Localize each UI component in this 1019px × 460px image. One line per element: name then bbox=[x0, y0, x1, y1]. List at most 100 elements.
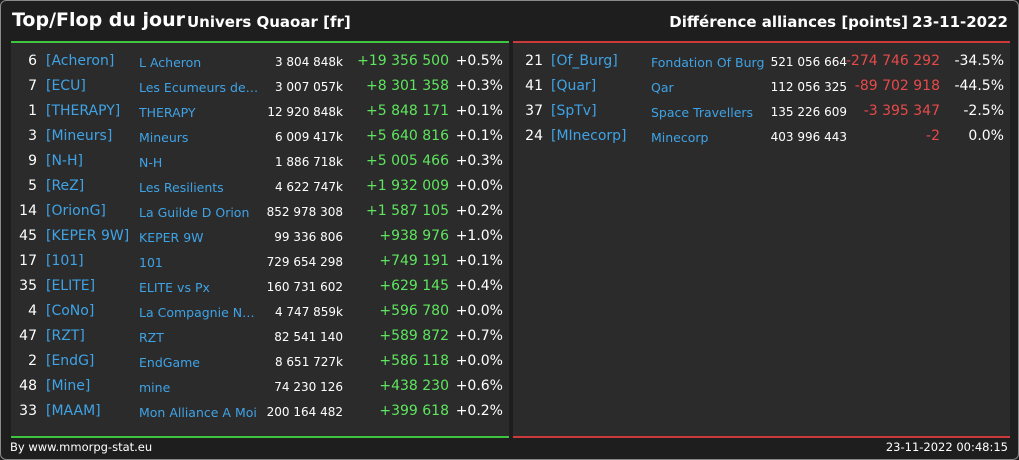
alliance-rank: 9 bbox=[28, 153, 37, 169]
alliance-points: 8 651 727k bbox=[274, 355, 343, 369]
alliance-tag-link[interactable]: [Mineurs] bbox=[46, 128, 113, 144]
table-row: 4 [CoNo] La Compagnie Noire 4 747 859k +596 … bbox=[11, 299, 509, 324]
table-row: 2 [EndG] EndGame 8 651 727k +586 118 +0.0% bbox=[11, 349, 509, 374]
alliance-points: 4 747 859k bbox=[274, 305, 343, 319]
alliance-percent: +0.0% bbox=[455, 178, 503, 194]
alliance-name-link[interactable]: Mon Alliance A Moi bbox=[139, 405, 257, 420]
alliance-points: 99 336 806 bbox=[274, 230, 343, 244]
alliance-rank: 47 bbox=[19, 328, 37, 344]
table-row: 21 [Of_Burg] Fondation Of Burg 521 056 664-… bbox=[513, 49, 1010, 74]
alliance-tag-link[interactable]: [ReZ] bbox=[46, 178, 85, 194]
alliance-delta: -3 395 347 bbox=[863, 103, 940, 119]
alliance-delta: +399 618 bbox=[379, 403, 449, 419]
header-date: 23-11-2022 bbox=[912, 13, 1008, 31]
alliance-name-link[interactable]: EndGame bbox=[139, 355, 200, 370]
alliance-percent: -2.5% bbox=[963, 103, 1004, 119]
alliance-percent: +0.7% bbox=[455, 328, 503, 344]
page-title: Top/Flop du jour bbox=[12, 9, 185, 31]
alliance-delta: +596 780 bbox=[379, 303, 449, 319]
alliance-name-link[interactable]: Fondation Of Burg bbox=[651, 55, 765, 70]
alliance-name-link[interactable]: THERAPY bbox=[139, 105, 196, 120]
alliance-tag-link[interactable]: [ELITE] bbox=[46, 278, 96, 294]
alliance-rank: 2 bbox=[28, 353, 37, 369]
alliance-name-link[interactable]: KEPER 9W bbox=[139, 230, 204, 245]
alliance-tag-link[interactable]: [SpTv] bbox=[551, 103, 597, 119]
table-row: 35 [ELITE] ELITE vs Px 160 731 602 +629 145 +… bbox=[11, 274, 509, 299]
alliance-delta: +1 932 009 bbox=[366, 178, 449, 194]
alliance-percent: +0.2% bbox=[455, 403, 503, 419]
table-row: 37 [SpTv] Space Travellers 135 226 609 -3 39… bbox=[513, 99, 1010, 124]
alliance-delta: +629 145 bbox=[379, 278, 449, 294]
alliance-points: 403 996 443 bbox=[770, 130, 847, 144]
alliance-percent: +0.5% bbox=[455, 53, 503, 69]
alliance-name-link[interactable]: N-H bbox=[139, 155, 163, 170]
alliance-percent: +0.1% bbox=[455, 253, 503, 269]
alliance-tag-link[interactable]: [ECU] bbox=[46, 78, 86, 94]
alliance-name-link[interactable]: Mineurs bbox=[139, 130, 189, 145]
alliance-tag-link[interactable]: [RZT] bbox=[46, 328, 85, 344]
alliance-tag-link[interactable]: [Mine] bbox=[46, 378, 91, 394]
alliance-points: 729 654 298 bbox=[266, 255, 343, 269]
alliance-name-link[interactable]: Qar bbox=[651, 80, 674, 95]
table-row: 45 [KEPER 9W] KEPER 9W 99 336 806 +938 976 +1… bbox=[11, 224, 509, 249]
alliance-percent: +0.3% bbox=[455, 153, 503, 169]
alliance-tag-link[interactable]: [MInecorp] bbox=[551, 128, 627, 144]
alliance-tag-link[interactable]: [EndG] bbox=[46, 353, 95, 369]
alliance-percent: +0.2% bbox=[455, 203, 503, 219]
alliance-percent: 0.0% bbox=[968, 128, 1004, 144]
alliance-name-link[interactable]: ELITE vs Px bbox=[139, 280, 210, 295]
alliance-tag-link[interactable]: [101] bbox=[46, 253, 84, 269]
alliance-name-link[interactable]: Les Ecumeurs de G... bbox=[139, 80, 261, 95]
alliance-points: 160 731 602 bbox=[266, 280, 343, 294]
alliance-name-link[interactable]: La Compagnie Noire bbox=[139, 305, 261, 320]
alliance-tag-link[interactable]: [THERAPY] bbox=[46, 103, 121, 119]
table-row: 1 [THERAPY] THERAPY 12 920 848k +5 848 171 +0… bbox=[11, 99, 509, 124]
alliance-points: 12 920 848k bbox=[267, 105, 343, 119]
alliance-name-link[interactable]: Minecorp bbox=[651, 130, 709, 145]
alliance-tag-link[interactable]: [KEPER 9W] bbox=[46, 228, 130, 244]
alliance-percent: +0.1% bbox=[455, 103, 503, 119]
alliance-name-link[interactable]: mine bbox=[139, 380, 171, 395]
alliance-tag-link[interactable]: [MAAM] bbox=[46, 403, 101, 419]
alliance-name-link[interactable]: L Acheron bbox=[139, 55, 202, 70]
alliance-delta: +5 005 466 bbox=[366, 153, 449, 169]
alliance-name-link[interactable]: La Guilde D Orion bbox=[139, 205, 250, 220]
alliance-percent: -44.5% bbox=[954, 78, 1004, 94]
alliance-points: 4 622 747k bbox=[274, 180, 343, 194]
alliance-rank: 33 bbox=[19, 403, 37, 419]
table-row: 7 [ECU] Les Ecumeurs de G... 3 007 057k +8 3… bbox=[11, 74, 509, 99]
alliance-tag-link[interactable]: [Acheron] bbox=[46, 53, 115, 69]
alliance-delta: -89 702 918 bbox=[854, 78, 940, 94]
alliance-percent: +0.6% bbox=[455, 378, 503, 394]
top-panel: 6 [Acheron] L Acheron 3 804 848k +19 356 500… bbox=[11, 41, 509, 438]
alliance-name-link[interactable]: Les Resilients bbox=[139, 180, 224, 195]
alliance-points: 6 009 417k bbox=[274, 130, 343, 144]
universe-label: Univers Quaoar [fr] bbox=[187, 13, 351, 31]
alliance-rank: 35 bbox=[19, 278, 37, 294]
alliance-points: 521 056 664 bbox=[770, 55, 847, 69]
alliance-delta: +5 848 171 bbox=[366, 103, 449, 119]
alliance-name-link[interactable]: Space Travellers bbox=[651, 105, 754, 120]
alliance-tag-link[interactable]: [N-H] bbox=[46, 153, 83, 169]
alliance-tag-link[interactable]: [CoNo] bbox=[46, 303, 95, 319]
alliance-delta: +19 356 500 bbox=[357, 53, 449, 69]
alliance-delta: +438 230 bbox=[379, 378, 449, 394]
alliance-tag-link[interactable]: [OrionG] bbox=[46, 203, 106, 219]
alliance-percent: +0.3% bbox=[455, 78, 503, 94]
alliance-delta: +938 976 bbox=[379, 228, 449, 244]
alliance-points: 200 164 482 bbox=[266, 405, 343, 419]
footer-timestamp: 23-11-2022 00:48:15 bbox=[885, 440, 1008, 454]
footer-credit: By www.mmorpg-stat.eu bbox=[10, 440, 153, 454]
table-row: 41 [Quar] Qar 112 056 325 -89 702 918 -44.5% bbox=[513, 74, 1010, 99]
alliance-delta: -274 746 292 bbox=[845, 53, 940, 69]
table-row: 14 [OrionG] La Guilde D Orion 852 978 308 +1… bbox=[11, 199, 509, 224]
alliance-name-link[interactable]: 101 bbox=[139, 255, 163, 270]
alliance-name-link[interactable]: RZT bbox=[139, 330, 164, 345]
table-row: 3 [Mineurs] Mineurs 6 009 417k +5 640 816 +0.… bbox=[11, 124, 509, 149]
alliance-tag-link[interactable]: [Of_Burg] bbox=[551, 53, 618, 69]
alliance-points: 1 886 718k bbox=[274, 155, 343, 169]
alliance-tag-link[interactable]: [Quar] bbox=[551, 78, 597, 94]
alliance-rank: 5 bbox=[28, 178, 37, 194]
table-row: 48 [Mine] mine 74 230 126 +438 230 +0.6% bbox=[11, 374, 509, 399]
